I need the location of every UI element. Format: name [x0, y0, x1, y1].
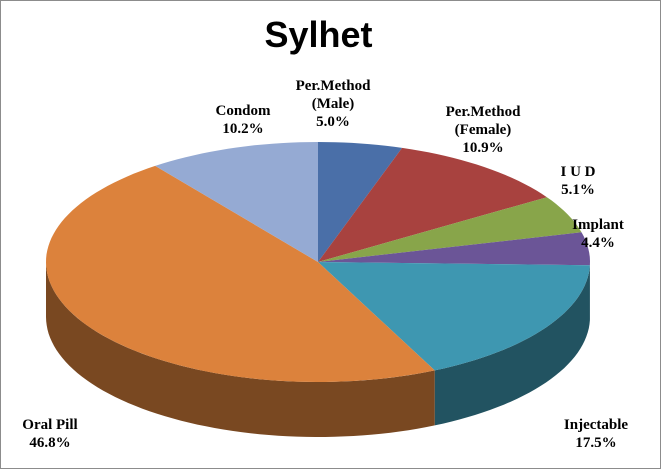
category-label: Condom: [215, 103, 271, 119]
data-label: Oral Pill 46.8%: [2, 416, 98, 452]
slice: [318, 147, 547, 262]
value-label: 46.8%: [29, 435, 71, 451]
slice: [155, 142, 318, 262]
value-label: 10.2%: [222, 121, 264, 137]
value-label: 17.5%: [575, 435, 617, 451]
value-label: 5.0%: [316, 114, 350, 130]
category-label: Injectable: [563, 417, 629, 433]
data-label: Injectable 17.5%: [548, 416, 644, 452]
category-label: Per.Method (Male): [295, 78, 371, 112]
slice: [318, 262, 590, 371]
data-label: Per.Method (Female) 10.9%: [437, 103, 529, 157]
slice: [318, 232, 590, 266]
data-label: Per.Method (Male) 5.0%: [287, 77, 379, 131]
category-label: Implant: [572, 217, 624, 233]
data-label: Condom 10.2%: [195, 102, 291, 138]
slice-side: [46, 262, 435, 437]
data-label: I U D 5.1%: [530, 163, 626, 199]
category-label: Oral Pill: [22, 417, 78, 433]
category-label: Per.Method (Female): [445, 104, 521, 138]
value-label: 4.4%: [581, 235, 615, 251]
slice: [46, 165, 435, 382]
value-label: 5.1%: [561, 182, 595, 198]
data-label: Implant 4.4%: [550, 216, 646, 252]
slice-side: [434, 265, 590, 426]
slice: [318, 142, 403, 262]
value-label: 10.9%: [462, 140, 504, 156]
slice: [318, 197, 582, 262]
category-label: I U D: [560, 164, 596, 180]
chart-title: Sylhet: [264, 14, 373, 55]
